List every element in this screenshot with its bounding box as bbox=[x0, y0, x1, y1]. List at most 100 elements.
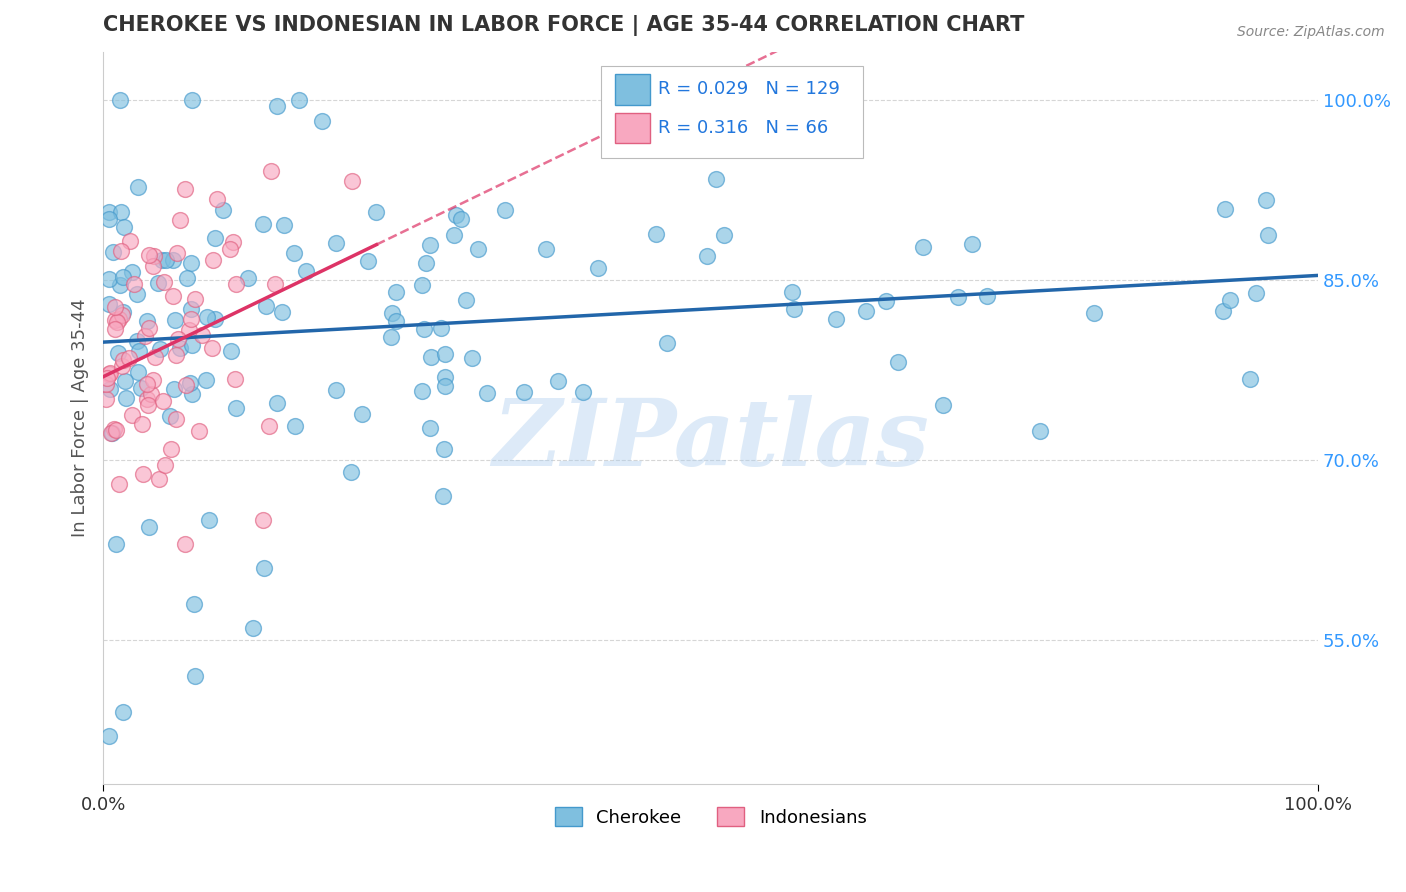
Point bbox=[197, 310, 219, 324]
Point bbox=[177, 323, 200, 337]
Point bbox=[136, 314, 159, 328]
Point bbox=[357, 254, 380, 268]
Point bbox=[94, 377, 117, 392]
Point bbox=[104, 322, 127, 336]
Point bbox=[204, 312, 226, 326]
Point bbox=[704, 171, 727, 186]
Point bbox=[477, 386, 499, 401]
Point bbox=[197, 513, 219, 527]
Point bbox=[932, 398, 955, 412]
Point bbox=[111, 359, 134, 373]
Point bbox=[108, 93, 131, 107]
Legend: Cherokee, Indonesians: Cherokee, Indonesians bbox=[554, 807, 866, 827]
Point bbox=[325, 384, 347, 398]
Point bbox=[430, 321, 453, 335]
Point bbox=[176, 378, 198, 392]
Point bbox=[101, 425, 124, 440]
FancyBboxPatch shape bbox=[614, 112, 650, 144]
Point bbox=[225, 277, 247, 291]
Point bbox=[645, 227, 668, 242]
Point bbox=[131, 381, 153, 395]
Point bbox=[204, 231, 226, 245]
Point bbox=[146, 276, 169, 290]
Point bbox=[271, 305, 294, 319]
Point bbox=[238, 271, 260, 285]
Point bbox=[128, 343, 150, 358]
Point bbox=[960, 236, 983, 251]
Point bbox=[266, 396, 288, 410]
Point bbox=[111, 706, 134, 720]
Point bbox=[534, 243, 557, 257]
Point bbox=[180, 312, 202, 326]
Point bbox=[512, 385, 534, 400]
Point bbox=[96, 370, 118, 384]
Point bbox=[221, 235, 243, 250]
Point bbox=[125, 286, 148, 301]
Point bbox=[138, 520, 160, 534]
Text: Source: ZipAtlas.com: Source: ZipAtlas.com bbox=[1237, 25, 1385, 39]
Point bbox=[547, 374, 569, 388]
Point bbox=[163, 382, 186, 396]
FancyBboxPatch shape bbox=[614, 74, 650, 104]
Point bbox=[572, 385, 595, 400]
Point bbox=[107, 346, 129, 360]
Point bbox=[162, 252, 184, 267]
Point bbox=[98, 271, 121, 285]
Point bbox=[139, 387, 162, 401]
Point bbox=[143, 351, 166, 365]
Point bbox=[385, 314, 408, 328]
Point bbox=[111, 308, 134, 322]
Point bbox=[107, 315, 129, 329]
Point bbox=[443, 227, 465, 242]
Point bbox=[134, 329, 156, 343]
Point bbox=[350, 407, 373, 421]
Y-axis label: In Labor Force | Age 35-44: In Labor Force | Age 35-44 bbox=[72, 299, 89, 538]
Point bbox=[98, 382, 121, 396]
Point bbox=[152, 394, 174, 409]
Point bbox=[100, 426, 122, 441]
Point bbox=[121, 408, 143, 422]
Point bbox=[1257, 228, 1279, 243]
Point bbox=[364, 205, 387, 219]
Point bbox=[419, 238, 441, 252]
Point bbox=[169, 341, 191, 355]
Point bbox=[242, 621, 264, 635]
Point bbox=[976, 289, 998, 303]
Point bbox=[167, 332, 190, 346]
Point bbox=[180, 338, 202, 352]
FancyBboxPatch shape bbox=[602, 67, 862, 158]
Point bbox=[252, 513, 274, 527]
Point bbox=[184, 292, 207, 306]
Point bbox=[114, 374, 136, 388]
Point bbox=[136, 392, 159, 406]
Point bbox=[948, 290, 970, 304]
Point bbox=[138, 320, 160, 334]
Point bbox=[120, 234, 142, 248]
Point bbox=[142, 260, 165, 274]
Point bbox=[142, 373, 165, 387]
Point bbox=[166, 246, 188, 260]
Point bbox=[887, 355, 910, 369]
Point bbox=[103, 422, 125, 436]
Point bbox=[415, 256, 437, 270]
Point bbox=[98, 366, 121, 380]
Point bbox=[108, 278, 131, 293]
Point bbox=[98, 296, 121, 310]
Point bbox=[104, 423, 127, 437]
Point bbox=[381, 305, 404, 319]
Point bbox=[110, 244, 132, 258]
Point bbox=[98, 367, 121, 381]
Point bbox=[205, 192, 228, 206]
Point bbox=[127, 365, 149, 379]
Point bbox=[252, 218, 274, 232]
Point bbox=[311, 113, 333, 128]
Point bbox=[191, 328, 214, 343]
Point bbox=[195, 373, 218, 387]
Point bbox=[174, 537, 197, 551]
Point bbox=[655, 336, 678, 351]
Text: CHEROKEE VS INDONESIAN IN LABOR FORCE | AGE 35-44 CORRELATION CHART: CHEROKEE VS INDONESIAN IN LABOR FORCE | … bbox=[103, 15, 1025, 36]
Point bbox=[384, 285, 406, 299]
Point bbox=[211, 203, 233, 218]
Point bbox=[432, 489, 454, 503]
Point bbox=[180, 93, 202, 107]
